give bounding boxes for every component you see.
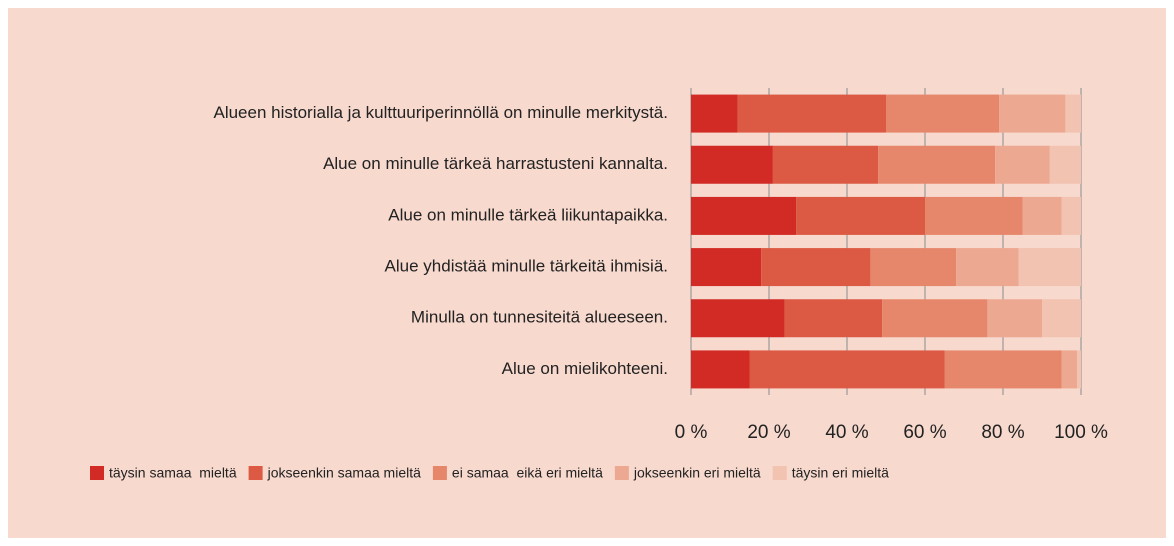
bar-segment bbox=[878, 145, 996, 184]
bar-segment bbox=[1042, 299, 1081, 338]
bar-segment bbox=[737, 94, 886, 133]
x-tick-label: 80 % bbox=[981, 422, 1024, 443]
bar-segment bbox=[691, 196, 797, 235]
bar-segment bbox=[796, 196, 925, 235]
bar-segment bbox=[691, 248, 762, 287]
legend-label: täysin eri mieltä bbox=[792, 465, 889, 481]
bar-segment bbox=[995, 145, 1050, 184]
bar-segment bbox=[691, 299, 785, 338]
bar-segment bbox=[761, 248, 871, 287]
legend-label: ei samaa eikä eri mieltä bbox=[452, 465, 603, 481]
bar-segment bbox=[784, 299, 883, 338]
legend-label: jokseenkin eri mieltä bbox=[633, 465, 761, 481]
x-tick-label: 0 % bbox=[675, 422, 708, 443]
bar-segment bbox=[1018, 248, 1081, 287]
bar-segment bbox=[691, 350, 750, 389]
category-label: Minulla on tunnesiteitä alueeseen. bbox=[411, 308, 668, 327]
bar-segment bbox=[870, 248, 957, 287]
bar-segment bbox=[772, 145, 879, 184]
category-label: Alue on minulle tärkeä harrastusteni kan… bbox=[323, 154, 668, 173]
x-tick-label: 20 % bbox=[747, 422, 790, 443]
bar-segment bbox=[691, 145, 773, 184]
bar-segment bbox=[1061, 196, 1081, 235]
legend-swatch bbox=[614, 466, 629, 480]
legend-label: jokseenkin samaa mieltä bbox=[267, 465, 422, 481]
bar-segment bbox=[691, 94, 738, 133]
legend-label: täysin samaa mieltä bbox=[109, 465, 237, 481]
category-label: Alue on mielikohteeni. bbox=[502, 359, 668, 378]
x-tick-label: 100 % bbox=[1054, 422, 1108, 443]
category-label: Alue on minulle tärkeä liikuntapaikka. bbox=[388, 205, 668, 224]
bar-segment bbox=[956, 248, 1019, 287]
bar-segment bbox=[944, 350, 1062, 389]
bar-segment bbox=[882, 299, 988, 338]
bar-segment bbox=[886, 94, 1000, 133]
bar-segment bbox=[999, 94, 1066, 133]
bar-segment bbox=[749, 350, 945, 389]
x-tick-label: 40 % bbox=[825, 422, 868, 443]
legend-swatch bbox=[90, 466, 104, 480]
bar-segment bbox=[1077, 350, 1081, 389]
bar-segment bbox=[1049, 145, 1081, 184]
bar-segment bbox=[925, 196, 1023, 235]
legend-swatch bbox=[432, 466, 447, 480]
bar-segment bbox=[1065, 94, 1081, 133]
legend-swatch bbox=[248, 466, 263, 480]
bar-segment bbox=[1061, 350, 1078, 389]
bar-segment bbox=[1022, 196, 1062, 235]
x-tick-label: 60 % bbox=[903, 422, 946, 443]
category-label: Alueen historialla ja kulttuuriperinnöll… bbox=[213, 103, 668, 122]
legend-swatch bbox=[772, 466, 787, 480]
category-label: Alue yhdistää minulle tärkeitä ihmisiä. bbox=[385, 257, 668, 276]
bar-segment bbox=[987, 299, 1042, 338]
